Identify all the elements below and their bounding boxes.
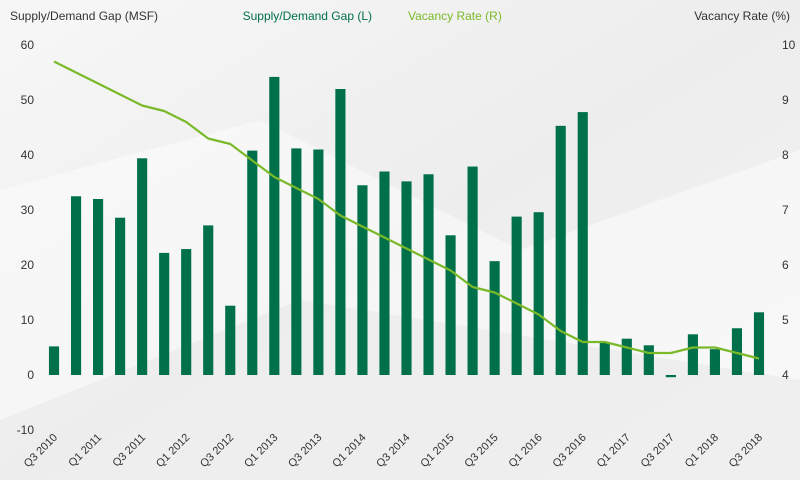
- legend-gap: Supply/Demand Gap (L): [243, 9, 372, 23]
- left-tick-label: 0: [27, 368, 34, 382]
- right-tick-label: 4: [782, 368, 789, 382]
- line-series: [53, 60, 760, 360]
- right-tick-label: 7: [782, 203, 789, 217]
- bar: [159, 252, 170, 375]
- bar: [93, 199, 104, 375]
- bar: [533, 212, 544, 375]
- bar: [357, 185, 368, 375]
- left-axis-ticks: -10 0 10 20 30 40 50 60: [17, 38, 35, 437]
- bar: [70, 196, 82, 375]
- legend-vacancy: Vacancy Rate (R): [408, 9, 502, 23]
- bar: [665, 375, 676, 378]
- bar: [313, 149, 324, 375]
- bar: [687, 334, 698, 375]
- bar: [489, 261, 500, 375]
- right-tick-label: 10: [782, 38, 796, 52]
- bar: [511, 216, 522, 375]
- left-tick-label: -10: [17, 423, 35, 437]
- bar: [709, 349, 720, 375]
- bar-series: [48, 76, 765, 378]
- left-tick-label: 50: [21, 93, 35, 107]
- bar: [401, 181, 412, 375]
- bar: [203, 225, 214, 375]
- vacancy-rate-line: [53, 60, 760, 360]
- background-shape: [0, 300, 800, 480]
- bar: [643, 345, 654, 375]
- bar: [577, 112, 588, 375]
- left-tick-label: 40: [21, 148, 35, 162]
- bar: [467, 166, 478, 375]
- bar: [48, 346, 60, 375]
- right-tick-label: 9: [782, 93, 789, 107]
- bar: [379, 171, 390, 375]
- bar: [753, 312, 765, 375]
- bar: [225, 305, 236, 375]
- bar: [599, 342, 610, 375]
- bar: [291, 148, 302, 375]
- bar: [445, 235, 456, 375]
- right-axis-title: Vacancy Rate (%): [694, 9, 790, 23]
- bar: [731, 328, 743, 375]
- left-tick-label: 10: [21, 313, 35, 327]
- bar: [115, 217, 126, 375]
- bar: [621, 338, 632, 375]
- bar: [423, 174, 434, 375]
- left-tick-label: 30: [21, 203, 35, 217]
- right-tick-label: 5: [782, 313, 789, 327]
- bar: [137, 158, 148, 375]
- bar: [269, 76, 280, 376]
- right-tick-label: 6: [782, 258, 789, 272]
- right-axis-ticks: 4 5 6 7 8 9 10: [782, 38, 796, 382]
- bar: [181, 249, 192, 375]
- left-axis-title: Supply/Demand Gap (MSF): [10, 9, 158, 23]
- bar: [247, 150, 258, 375]
- bar: [555, 125, 566, 375]
- bar: [335, 89, 346, 375]
- left-tick-label: 60: [21, 38, 35, 52]
- left-tick-label: 20: [21, 258, 35, 272]
- right-tick-label: 8: [782, 148, 789, 162]
